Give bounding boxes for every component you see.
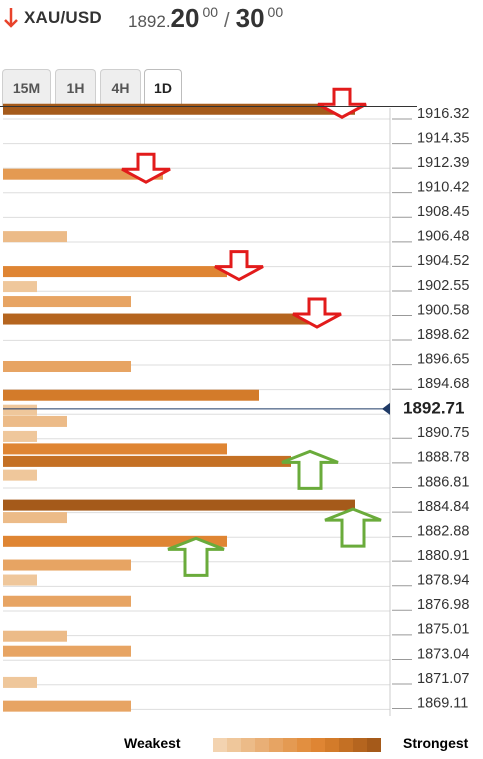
legend-scale [213, 738, 381, 752]
tick-label: 1878.94 [417, 573, 469, 589]
level-bar [3, 296, 131, 308]
gridlines [3, 108, 391, 716]
tick-label: 1910.42 [417, 180, 469, 196]
tick-label: 1875.01 [417, 622, 469, 638]
tick-label: 1884.84 [417, 499, 469, 515]
price-axis: 1916.32 1914.35 1912.39 1910.42 1908.45 1906.… [392, 106, 469, 711]
tab-1d[interactable]: 1D [144, 69, 182, 106]
instrument-pair: XAU/USD [24, 8, 102, 27]
level-bar [3, 266, 227, 278]
support-arrow-icon [281, 449, 339, 490]
resistance-arrow-icon [317, 87, 367, 119]
level-bar [3, 559, 131, 571]
tick-label: 1894.68 [417, 376, 469, 392]
tick-label: 1912.39 [417, 155, 469, 171]
level-bar [3, 443, 227, 455]
level-bar [3, 389, 259, 401]
strength-legend: Weakest Strongest [124, 735, 469, 752]
tabs-baseline [0, 106, 417, 107]
level-bar [3, 676, 37, 688]
legend-weakest-label: Weakest [124, 735, 181, 751]
tick-label: 1904.52 [417, 253, 469, 269]
tab-1h[interactable]: 1H [55, 69, 96, 106]
tick-label: 1873.04 [417, 646, 469, 662]
tick-label: 1871.07 [417, 671, 469, 687]
current-price-label: 1892.71 [403, 398, 464, 417]
ask-big: 30 [235, 3, 265, 33]
tick-label: 1900.58 [417, 302, 469, 318]
tab-15m[interactable]: 15M [2, 69, 51, 106]
tick-label: 1869.11 [417, 695, 468, 711]
tick-label: 1916.32 [417, 106, 469, 122]
tick-label: 1876.98 [417, 597, 469, 613]
legend-strongest-label: Strongest [403, 735, 469, 751]
legend-swatch [255, 738, 269, 752]
tick-label: 1880.91 [417, 548, 469, 564]
resistance-arrow-icon [121, 152, 171, 184]
arrow-down-icon [4, 8, 18, 28]
level-bar [3, 645, 131, 657]
legend-swatch [283, 738, 297, 752]
level-bars [3, 103, 355, 712]
support-arrow-icon [324, 507, 382, 548]
price-quote: 1892.20 00/30 00 [128, 3, 283, 34]
legend-swatch [311, 738, 325, 752]
level-bar [3, 700, 131, 712]
tab-4h[interactable]: 4H [100, 69, 141, 106]
tick-label: 1888.78 [417, 450, 469, 466]
level-bar [3, 630, 67, 642]
legend-swatch [353, 738, 367, 752]
tick-label: 1896.65 [417, 351, 469, 367]
level-bar [3, 404, 37, 416]
level-bar [3, 535, 227, 547]
quote-separator: / [224, 10, 230, 32]
tick-label: 1908.45 [417, 204, 469, 220]
resistance-arrow-icon [214, 250, 264, 282]
tick-label: 1906.48 [417, 229, 469, 245]
legend-swatch [297, 738, 311, 752]
level-bar [3, 499, 355, 511]
legend-swatch [325, 738, 339, 752]
level-arrows [121, 87, 382, 577]
current-price-pointer-icon [382, 402, 390, 415]
level-bar [3, 574, 37, 586]
legend-swatch [269, 738, 283, 752]
level-bar [3, 103, 355, 115]
legend-swatch [241, 738, 255, 752]
support-arrow-icon [167, 536, 225, 577]
level-bar [3, 168, 163, 180]
level-bar [3, 455, 291, 467]
level-bar [3, 281, 37, 293]
tick-label: 1882.88 [417, 523, 469, 539]
legend-swatch [339, 738, 353, 752]
tick-label: 1902.55 [417, 278, 469, 294]
level-bar [3, 469, 37, 481]
level-bar [3, 430, 37, 442]
legend-swatch [367, 738, 381, 752]
ask-sup: 00 [267, 4, 284, 20]
tick-label: 1886.81 [417, 474, 469, 490]
level-bar [3, 313, 323, 325]
bid-prefix: 1892. [128, 12, 171, 31]
bid-sup: 00 [202, 4, 219, 20]
tick-label: 1890.75 [417, 425, 469, 441]
bid-big: 20 [170, 3, 200, 33]
resistance-arrow-icon [292, 297, 342, 329]
tick-label: 1914.35 [417, 130, 469, 146]
level-bar [3, 360, 131, 372]
level-bar [3, 595, 131, 607]
instrument-header: XAU/USD 1892.20 00/30 00 [0, 0, 483, 40]
tick-label: 1898.62 [417, 327, 469, 343]
level-bar [3, 415, 67, 427]
legend-swatch [213, 738, 227, 752]
level-bar [3, 512, 67, 524]
current-price-marker: 1892.71 [3, 398, 464, 417]
legend-swatch [227, 738, 241, 752]
level-bar [3, 231, 67, 243]
